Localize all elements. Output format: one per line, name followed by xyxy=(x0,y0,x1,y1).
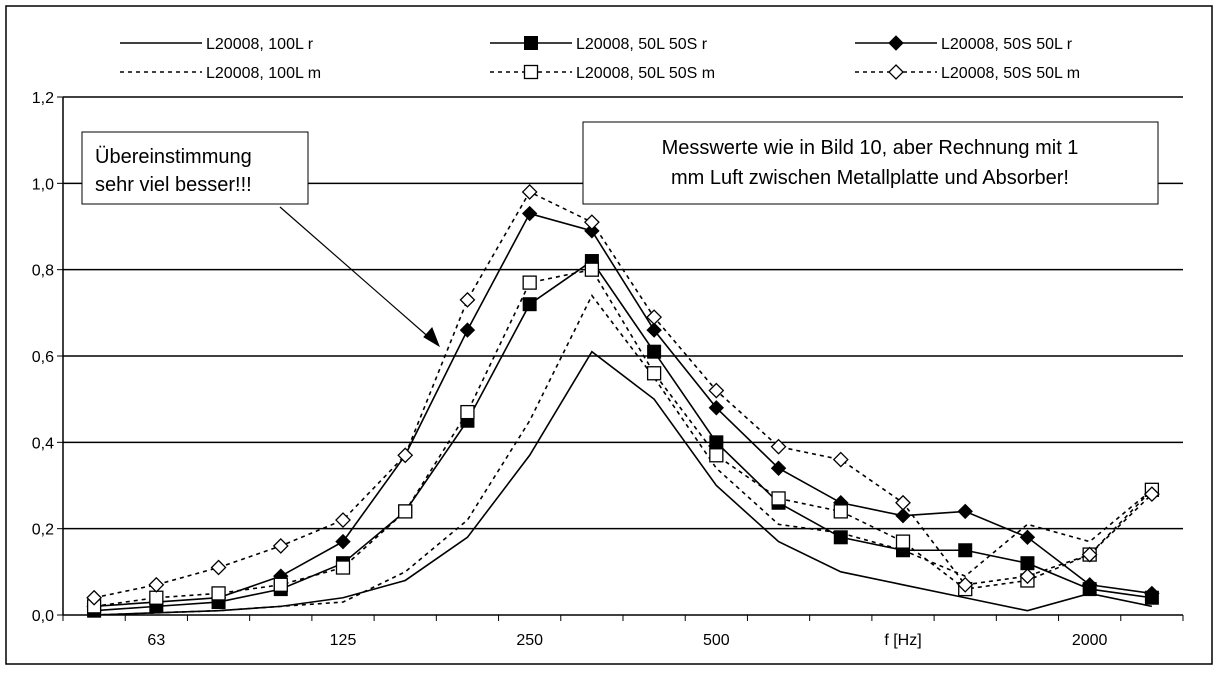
data-point xyxy=(525,66,538,79)
x-tick-label: 2000 xyxy=(1072,632,1108,649)
data-point xyxy=(399,505,412,518)
data-point xyxy=(648,345,661,358)
legend-label: L20008, 100L r xyxy=(206,36,314,53)
annotation-text: Übereinstimmung xyxy=(95,146,252,168)
data-point xyxy=(710,436,723,449)
x-tick-label: 63 xyxy=(147,632,165,649)
legend-label: L20008, 50L 50S r xyxy=(576,36,708,53)
annotation-text: mm Luft zwischen Metallplatte und Absorb… xyxy=(671,167,1069,189)
x-tick-label: 125 xyxy=(330,632,357,649)
x-tick-label: f [Hz] xyxy=(884,632,921,649)
y-tick-label: 0,0 xyxy=(32,608,54,625)
data-point xyxy=(523,298,536,311)
data-point xyxy=(461,406,474,419)
data-point xyxy=(648,367,661,380)
data-point xyxy=(585,263,598,276)
annotation-text: Messwerte wie in Bild 10, aber Rechnung … xyxy=(662,137,1079,159)
y-tick-label: 0,8 xyxy=(32,263,54,280)
data-point xyxy=(834,505,847,518)
y-tick-label: 0,2 xyxy=(32,522,54,539)
x-tick-label: 500 xyxy=(703,632,730,649)
legend-label: L20008, 100L m xyxy=(206,65,321,82)
y-tick-label: 0,4 xyxy=(32,435,54,452)
data-point xyxy=(523,276,536,289)
y-tick-label: 1,2 xyxy=(32,90,54,107)
data-point xyxy=(772,492,785,505)
y-tick-label: 1,0 xyxy=(32,176,54,193)
data-point xyxy=(337,561,350,574)
annotation-box-right xyxy=(583,122,1158,204)
data-point xyxy=(710,449,723,462)
data-point xyxy=(212,587,225,600)
legend-label: L20008, 50S 50L m xyxy=(941,65,1080,82)
data-point xyxy=(959,544,972,557)
data-point xyxy=(897,535,910,548)
legend-label: L20008, 50L 50S m xyxy=(576,65,715,82)
data-point xyxy=(274,578,287,591)
legend-label: L20008, 50S 50L r xyxy=(941,36,1073,53)
data-point xyxy=(525,37,538,50)
data-point xyxy=(1021,557,1034,570)
data-point xyxy=(150,591,163,604)
annotation-text: sehr viel besser!!! xyxy=(95,174,252,196)
y-tick-label: 0,6 xyxy=(32,349,54,366)
x-tick-label: 250 xyxy=(516,632,543,649)
